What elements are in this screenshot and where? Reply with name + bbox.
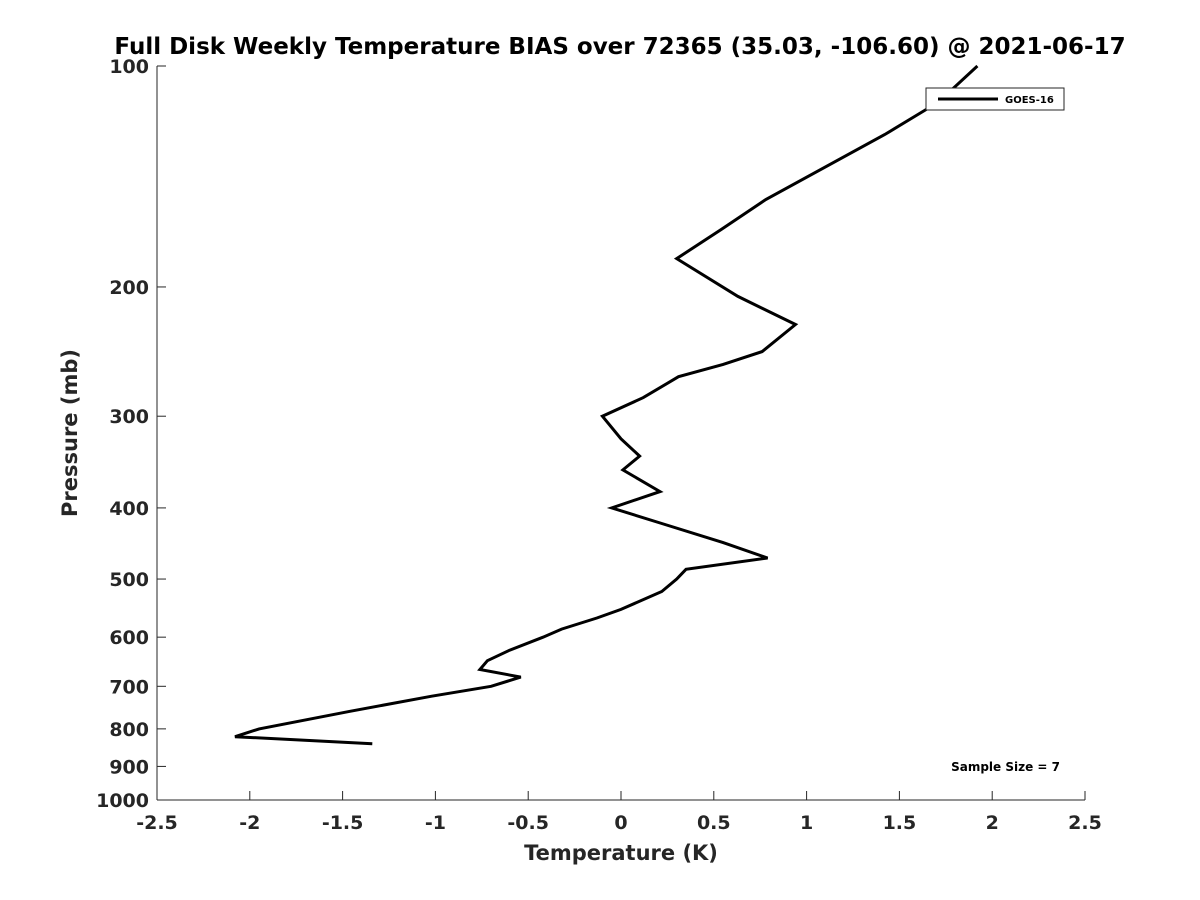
y-tick-label: 500 bbox=[109, 569, 149, 591]
x-tick-label: 0.5 bbox=[697, 812, 731, 834]
y-tick-label: 1000 bbox=[96, 790, 149, 812]
x-tick-label: 0 bbox=[614, 812, 627, 834]
x-tick-label: 1.5 bbox=[883, 812, 917, 834]
y-tick-label: 400 bbox=[109, 498, 149, 520]
x-axis-ticks: -2.5 -2 -1.5 -1 -0.5 0 0.5 1 1.5 2 2.5 bbox=[136, 791, 1102, 834]
y-tick-label: 300 bbox=[109, 406, 149, 428]
x-tick-label: 2.5 bbox=[1068, 812, 1102, 834]
x-tick-label: -1.5 bbox=[322, 812, 364, 834]
x-tick-label: -0.5 bbox=[507, 812, 549, 834]
chart-title: Full Disk Weekly Temperature BIAS over 7… bbox=[114, 34, 1125, 60]
x-tick-label: -2 bbox=[239, 812, 260, 834]
legend-label-goes-16: GOES-16 bbox=[1005, 95, 1054, 106]
y-tick-label: 700 bbox=[109, 676, 149, 698]
x-axis-label: Temperature (K) bbox=[524, 841, 718, 865]
series-layer bbox=[234, 64, 979, 746]
x-tick-label: -1 bbox=[425, 812, 446, 834]
y-tick-label: 900 bbox=[109, 756, 149, 778]
series-line-goes-16 bbox=[234, 64, 979, 746]
y-tick-label: 100 bbox=[109, 56, 149, 78]
x-tick-label: 2 bbox=[986, 812, 999, 834]
plot-background bbox=[157, 66, 1085, 800]
x-tick-label: 1 bbox=[800, 812, 813, 834]
x-tick-label: -2.5 bbox=[136, 812, 178, 834]
y-tick-label: 600 bbox=[109, 627, 149, 649]
y-tick-label: 800 bbox=[109, 719, 149, 741]
legend: GOES-16 bbox=[925, 87, 1065, 111]
y-axis-label: Pressure (mb) bbox=[58, 349, 82, 517]
sample-size-annotation: Sample Size = 7 bbox=[951, 760, 1060, 774]
y-axis-ticks: 100 200 300 400 500 600 700 800 900 1000 bbox=[96, 56, 166, 812]
y-tick-label: 200 bbox=[109, 277, 149, 299]
plot-area bbox=[156, 66, 1085, 801]
